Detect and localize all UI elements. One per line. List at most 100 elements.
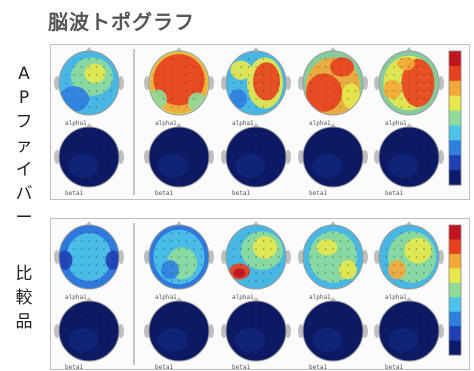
scale-segment [449, 95, 461, 112]
head-topomap [374, 297, 444, 362]
topomap-caption: beta1 [232, 364, 250, 369]
topomap-caption: alpha1 [385, 294, 407, 301]
head-outline [225, 224, 287, 290]
head-topomap [144, 47, 214, 116]
topomap-caption: beta1 [232, 190, 250, 197]
right-ear-icon [208, 324, 214, 338]
topomap-caption: beta1 [155, 190, 173, 197]
left-ear-icon [54, 250, 60, 264]
scale-segment [449, 225, 461, 240]
topograph-grid-ap-fiber: alpha1 beta1 alpha1 beta1 alpha1 beta1 alpha1 b… [54, 47, 462, 197]
topomap-caption: alpha1 [65, 120, 87, 127]
right-ear-icon [362, 150, 368, 164]
head-topomap [298, 123, 368, 188]
left-ear-icon [221, 76, 227, 90]
head-outline [58, 224, 120, 290]
right-ear-icon [118, 250, 124, 264]
left-ear-icon [221, 250, 227, 264]
topomap-caption: alpha1 [155, 120, 177, 127]
left-ear-icon [144, 324, 150, 338]
right-ear-icon [285, 250, 291, 264]
head-outline [225, 50, 287, 116]
group-label-comparison-char: 比 [15, 264, 33, 284]
group-label-ap-fiber-char: ー [15, 208, 33, 228]
left-ear-icon [298, 324, 304, 338]
head-outline [148, 300, 210, 362]
right-ear-icon [118, 76, 124, 90]
head-outline [378, 224, 440, 290]
scale-segment [449, 253, 461, 269]
right-ear-icon [362, 324, 368, 338]
right-ear-icon [285, 76, 291, 90]
topomap-caption: beta1 [309, 190, 327, 197]
group-label-ap-fiber-char: P [18, 88, 30, 108]
right-ear-icon [285, 324, 291, 338]
left-ear-icon [54, 76, 60, 90]
group-label-ap-fiber-char: フ [15, 112, 33, 132]
scale-segment [449, 326, 461, 342]
left-ear-icon [144, 250, 150, 264]
head-outline [148, 126, 210, 188]
left-ear-icon [298, 250, 304, 264]
group-label-comparison: 比較品 [10, 262, 38, 334]
head-topomap [221, 47, 291, 116]
scale-segment [449, 80, 461, 97]
page-title: 脳波トポグラフ [48, 10, 195, 34]
group-label-comparison-char: 品 [15, 312, 33, 332]
head-topomap [374, 221, 444, 290]
scale-segment [449, 282, 461, 298]
scale-segment [449, 268, 461, 284]
head-outline [58, 126, 120, 188]
head-outline [378, 126, 440, 188]
head-topomap [221, 221, 291, 290]
topomap-caption: alpha1 [309, 294, 331, 301]
right-ear-icon [208, 150, 214, 164]
color-scale-bar [448, 224, 462, 356]
group-label-ap-fiber-char: ァ [15, 136, 33, 156]
topomap-caption: beta1 [309, 364, 327, 369]
group-label-ap-fiber-char: バ [15, 184, 33, 204]
left-ear-icon [374, 76, 380, 90]
left-ear-icon [374, 324, 380, 338]
head-outline [148, 50, 210, 116]
head-outline [148, 224, 210, 290]
head-topomap [54, 123, 124, 188]
right-ear-icon [118, 150, 124, 164]
head-outline [378, 300, 440, 362]
head-outline [58, 300, 120, 362]
topomap-caption: beta1 [65, 190, 83, 197]
topomap-caption: alpha1 [385, 120, 407, 127]
head-outline [225, 300, 287, 362]
right-ear-icon [208, 76, 214, 90]
head-outline [225, 126, 287, 188]
head-topomap [144, 221, 214, 290]
right-ear-icon [362, 250, 368, 264]
color-scale-bar [448, 50, 462, 186]
left-ear-icon [298, 76, 304, 90]
left-ear-icon [374, 150, 380, 164]
scale-segment [449, 170, 461, 186]
head-topomap [54, 221, 124, 290]
topomap-caption: alpha1 [232, 294, 254, 301]
topomap-caption: beta1 [155, 364, 173, 369]
scale-segment [449, 297, 461, 313]
topomap-caption: alpha1 [65, 294, 87, 301]
group-label-ap-fiber-char: イ [15, 160, 33, 180]
topograph-panel-ap-fiber: alpha1 beta1 alpha1 beta1 alpha1 beta1 alpha1 b… [50, 44, 470, 200]
left-ear-icon [144, 150, 150, 164]
left-ear-icon [298, 150, 304, 164]
left-ear-icon [221, 324, 227, 338]
head-topomap [374, 47, 444, 116]
scale-segment [449, 340, 461, 356]
right-ear-icon [438, 76, 444, 90]
right-ear-icon [208, 250, 214, 264]
head-topomap [54, 297, 124, 362]
head-outline [302, 50, 364, 116]
head-topomap [298, 297, 368, 362]
right-ear-icon [438, 250, 444, 264]
topograph-panel-comparison: alpha1 beta1 alpha1 beta1 alpha1 beta1 alpha1 b… [50, 218, 470, 370]
topomap-caption: beta1 [385, 364, 403, 369]
head-topomap [298, 221, 368, 290]
group-label-ap-fiber-char: A [18, 64, 30, 84]
head-topomap [374, 123, 444, 188]
